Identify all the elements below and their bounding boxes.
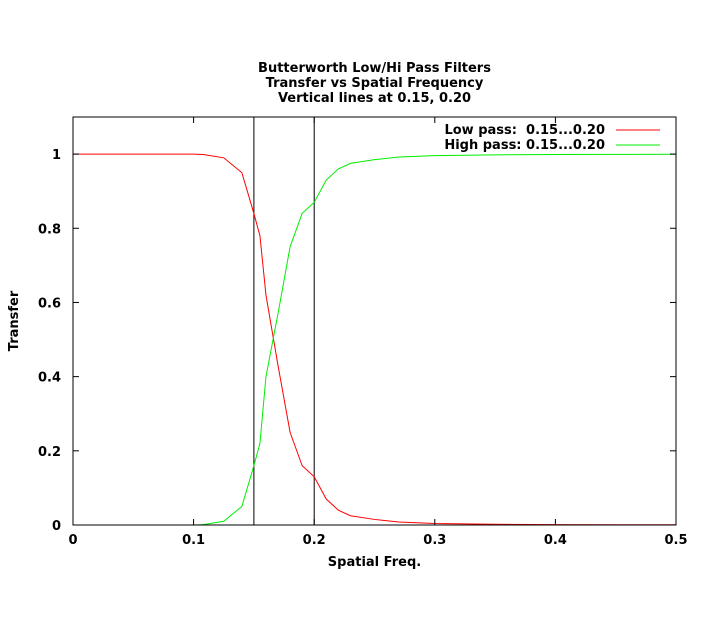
y-tick-label: 0 [52, 519, 61, 534]
series-lines [73, 153, 677, 526]
x-tick-label: 0.1 [182, 533, 205, 548]
y-tick-label: 0.8 [38, 222, 61, 237]
y-tick-label: 0.2 [38, 445, 61, 460]
x-tick-label: 0.2 [303, 533, 326, 548]
chart-title-line-3: Vertical lines at 0.15, 0.20 [278, 91, 471, 106]
x-tick-label: 0.4 [544, 533, 567, 548]
y-axis-label: Transfer [7, 290, 22, 351]
legend-label-1: High pass: 0.15...0.20 [444, 138, 605, 153]
x-tick-label: 0.5 [664, 533, 687, 548]
x-axis-label: Spatial Freq. [328, 555, 421, 570]
x-axis-ticks: 0 0.1 0.2 0.3 0.4 0.5 [68, 117, 688, 548]
x-tick-label: 0 [68, 533, 77, 548]
legend-label-0: Low pass: 0.15...0.20 [444, 123, 605, 138]
series-line-1 [73, 153, 677, 526]
series-line-0 [73, 153, 677, 526]
vertical-lines [253, 117, 315, 525]
y-axis-ticks: 0 0.2 0.4 0.6 0.8 1 [38, 148, 676, 534]
y-tick-label: 0.6 [38, 296, 61, 311]
chart-title-line-1: Butterworth Low/Hi Pass Filters [258, 61, 491, 76]
y-tick-label: 1 [52, 148, 61, 163]
y-tick-label: 0.4 [38, 371, 61, 386]
x-tick-label: 0.3 [423, 533, 446, 548]
plot-area-frame [72, 116, 677, 526]
chart-title: Butterworth Low/Hi Pass Filters Transfer… [258, 61, 491, 106]
chart-title-line-2: Transfer vs Spatial Frequency [266, 76, 484, 91]
